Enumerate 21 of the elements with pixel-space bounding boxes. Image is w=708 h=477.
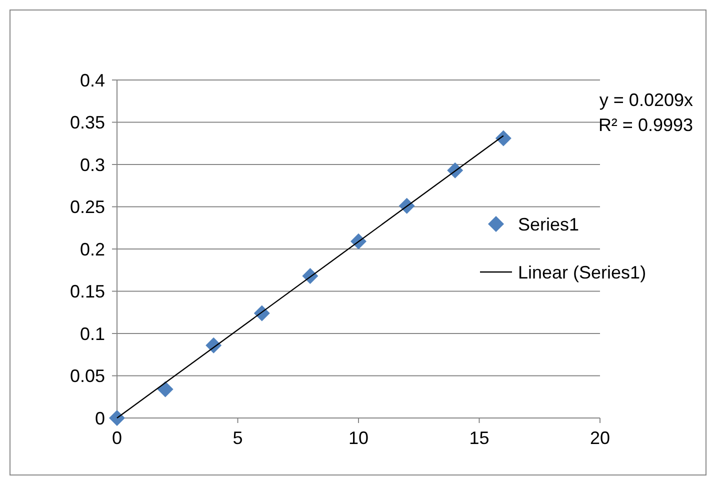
y-tick-label: 0.35 [70,112,105,133]
x-tick-label: 10 [348,428,369,448]
y-tick-label: 0.05 [70,366,105,386]
y-tick-label: 0.25 [70,197,105,218]
x-tick-label: 5 [232,428,243,448]
y-tick-label: 0.2 [80,239,105,260]
y-tick-label: 0.4 [80,70,105,90]
x-tick-label: 15 [469,428,490,448]
annotation: R² = 0.9993 [598,115,693,135]
point [157,381,174,398]
y-tick-label: 0.1 [80,324,105,344]
x-tick-label: 20 [590,428,610,448]
y-tick-label: 0.3 [80,154,105,175]
x-tick-label: 0 [112,428,122,448]
y-tick-label: 0 [94,408,105,428]
legend-label: Series1 [518,214,580,234]
point [495,130,512,146]
y-tick-label: 0.15 [70,282,105,302]
legend-label: Linear (Series1) [518,262,646,282]
point [109,410,125,426]
annotation: y = 0.0209x [599,90,693,110]
